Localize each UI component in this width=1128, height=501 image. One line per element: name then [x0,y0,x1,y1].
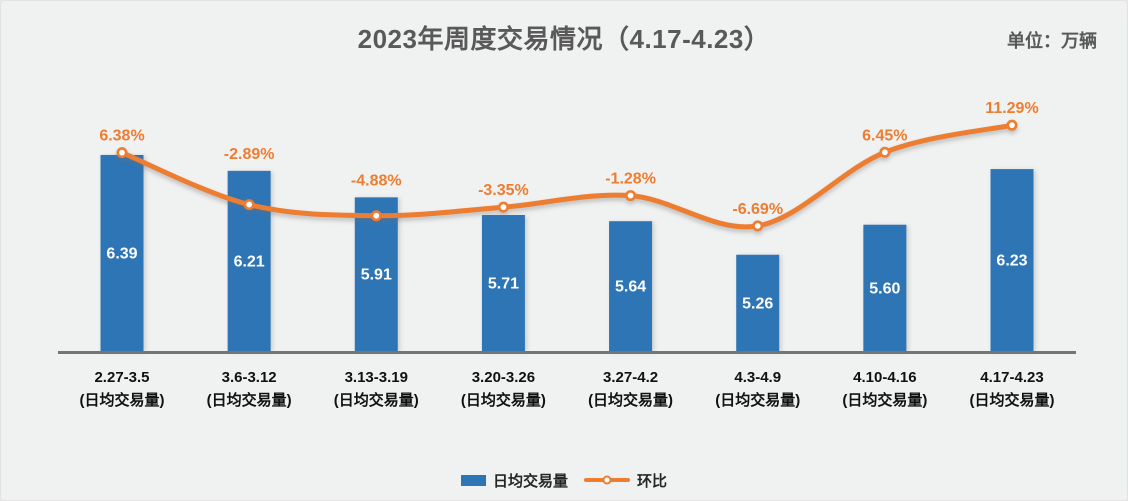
x-axis-sublabel: (日均交易量) [461,391,546,409]
line-point-marker [243,199,255,211]
x-axis-category-label: 4.3-4.9 [734,369,781,386]
x-axis-category-label: 3.27-4.2 [603,369,658,386]
bar [990,169,1034,351]
line-point-marker [116,147,128,159]
line-point-marker [370,210,382,222]
pct-value-label: -6.69% [732,201,783,218]
x-axis-category-label: 4.10-4.16 [853,369,916,386]
line-path [119,122,1015,230]
line-point-marker [625,190,637,202]
legend-item-line: 环比 [584,470,667,491]
line-series-swatch-icon [584,475,630,485]
bar [354,197,398,351]
x-axis-category-label: 3.6-3.12 [222,369,277,386]
pct-value-label: -1.28% [605,171,656,188]
pct-value-label: -2.89% [224,146,275,163]
labels-layer: 6.39 6.21 5.91 5.71 5.64 5.26 5.60 6.23 6.38% -2.… [80,100,1055,409]
x-axis-line [58,351,1076,354]
legend-item-bar: 日均交易量 [460,470,568,491]
bar-series [100,154,1034,351]
pct-value-label: 6.45% [862,127,907,144]
bar [100,154,144,351]
pct-value-label: -3.35% [478,182,529,199]
bar-series-label: 日均交易量 [492,472,568,490]
pct-value-label: 6.38% [99,128,144,145]
bar-series-swatch-icon [460,474,486,486]
bar-value-label: 5.60 [869,280,900,297]
bar [609,221,653,351]
x-axis-sublabel: (日均交易量) [715,391,800,409]
bar-value-label: 6.23 [996,253,1027,270]
x-axis-category-label: 2.27-3.5 [94,369,149,386]
line-series-label: 环比 [637,472,668,490]
legend: 日均交易量 环比 [1,467,1127,493]
bar [736,254,780,351]
x-axis-sublabel: (日均交易量) [334,391,419,409]
pct-value-label: 11.29% [985,100,1038,117]
line-point-marker [497,201,509,213]
page-title: 2023年周度交易情况（4.17-4.23） [357,24,771,54]
bar-value-label: 5.71 [488,276,519,293]
line-series [116,119,1018,232]
bar-value-label: 5.26 [742,295,773,312]
bar-value-label: 6.21 [234,253,265,270]
bar [863,224,907,351]
x-axis-sublabel: (日均交易量) [207,391,292,409]
x-axis-category-label: 3.13-3.19 [345,369,408,386]
bar [481,215,525,351]
line-marker-icon [602,475,612,485]
x-axis-sublabel: (日均交易量) [588,391,673,409]
bar-value-label: 5.64 [615,279,646,296]
unit-label: 单位：万辆 [1007,31,1097,51]
x-axis-sublabel: (日均交易量) [970,391,1055,409]
line-point-marker [752,220,764,232]
line-point-marker [879,146,891,158]
x-axis-category-label: 4.17-4.23 [980,369,1043,386]
x-axis-category-label: 3.20-3.26 [472,369,535,386]
x-axis-sublabel: (日均交易量) [80,391,165,409]
bar-value-label: 6.39 [106,245,137,262]
pct-value-label: -4.88% [351,172,402,189]
line-point-marker [1006,119,1018,131]
bar-value-label: 5.91 [361,267,392,284]
x-axis-sublabel: (日均交易量) [842,391,927,409]
